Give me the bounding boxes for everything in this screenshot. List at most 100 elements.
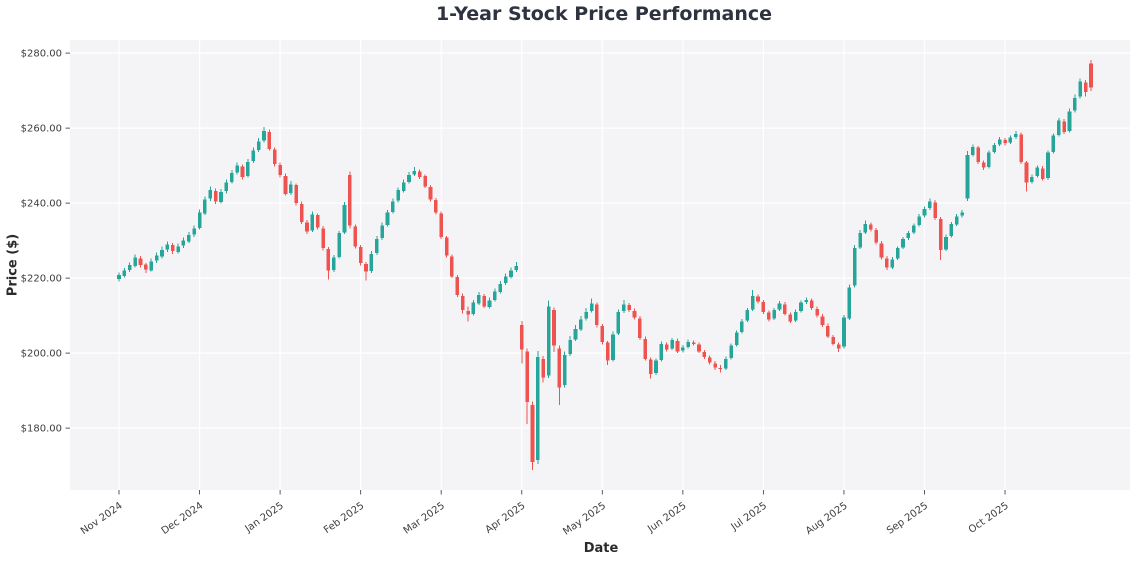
candle [1073, 94, 1077, 113]
candle [444, 235, 449, 258]
candle [885, 256, 889, 270]
candle [836, 342, 841, 352]
candle [541, 355, 546, 383]
candle [348, 171, 352, 229]
candle [509, 267, 513, 279]
candle [895, 246, 900, 261]
candle [203, 196, 207, 216]
x-tick-label: Jun 2025 [645, 500, 688, 535]
candle [997, 136, 1002, 147]
candle [262, 127, 266, 143]
candle [149, 258, 154, 272]
candle [519, 320, 524, 364]
y-axis: $280.00 $260.00 $240.00 $220.00 $200.00 $180.… [21, 49, 70, 435]
candle [965, 151, 970, 201]
candle [589, 298, 594, 313]
candle [305, 220, 309, 234]
candle [337, 230, 341, 259]
candle [1067, 108, 1072, 133]
candle [466, 306, 470, 322]
candle [729, 343, 733, 360]
candle [901, 236, 905, 249]
candle [675, 338, 680, 354]
candle [138, 256, 143, 268]
candle [208, 186, 213, 201]
candle [358, 245, 363, 266]
candle [487, 297, 492, 309]
candle [160, 246, 164, 259]
candle [144, 262, 148, 273]
candle [858, 230, 862, 249]
candle [353, 224, 358, 249]
candle [562, 351, 567, 388]
candle [224, 179, 229, 194]
x-tick-label: Dec 2024 [160, 500, 206, 537]
candle [332, 254, 336, 272]
candle [310, 211, 315, 232]
grid-lines [70, 40, 1130, 490]
candle [976, 145, 980, 164]
candle [235, 162, 239, 175]
candle [283, 173, 288, 196]
candle [734, 330, 739, 347]
candle [869, 222, 873, 232]
candle [724, 356, 728, 370]
candle [428, 184, 433, 202]
x-tick-label: Aug 2025 [804, 500, 850, 537]
candle [1062, 119, 1066, 135]
candle [579, 316, 583, 331]
candle [654, 358, 658, 375]
y-axis-title: Price ($) [5, 233, 21, 297]
candle [369, 251, 374, 273]
candle [772, 307, 776, 321]
candle [187, 232, 191, 243]
candle [815, 306, 819, 318]
candle [638, 316, 642, 340]
candle [1008, 135, 1013, 144]
x-tick-label: Feb 2025 [322, 500, 366, 536]
candle [213, 188, 218, 204]
candle [423, 174, 427, 189]
chart-title: 1-Year Stock Price Performance [435, 3, 773, 25]
candle [380, 222, 384, 240]
candle [842, 314, 846, 349]
candle [750, 290, 755, 311]
candle [229, 169, 234, 184]
plot-background [70, 40, 1130, 490]
candle [455, 274, 460, 297]
candle [1003, 137, 1007, 146]
candle [326, 247, 331, 280]
candle [482, 293, 486, 309]
candle [616, 309, 621, 336]
candle [756, 294, 760, 304]
y-tick-label: $220.00 [21, 274, 62, 285]
candle [831, 334, 836, 346]
x-tick-label: Jan 2025 [243, 500, 286, 535]
candle [659, 341, 664, 362]
candle [928, 198, 932, 210]
candle [702, 349, 707, 360]
candle [289, 181, 293, 195]
candle [498, 280, 503, 294]
candle [122, 268, 127, 278]
candle [385, 209, 390, 227]
candle [503, 273, 508, 285]
candle [272, 147, 277, 167]
candle [960, 209, 964, 218]
candle [938, 217, 943, 261]
candle [133, 254, 137, 268]
candle [476, 292, 481, 305]
candle [949, 221, 954, 238]
candle [691, 340, 696, 346]
y-tick-label: $280.00 [21, 49, 62, 60]
candle [364, 262, 368, 281]
candle [713, 361, 717, 370]
candle [621, 299, 626, 313]
candle [251, 147, 256, 163]
candle [799, 300, 803, 313]
candle [745, 307, 750, 322]
candle [917, 214, 921, 227]
candle [321, 226, 325, 251]
candle [176, 243, 180, 254]
candle [611, 331, 615, 362]
